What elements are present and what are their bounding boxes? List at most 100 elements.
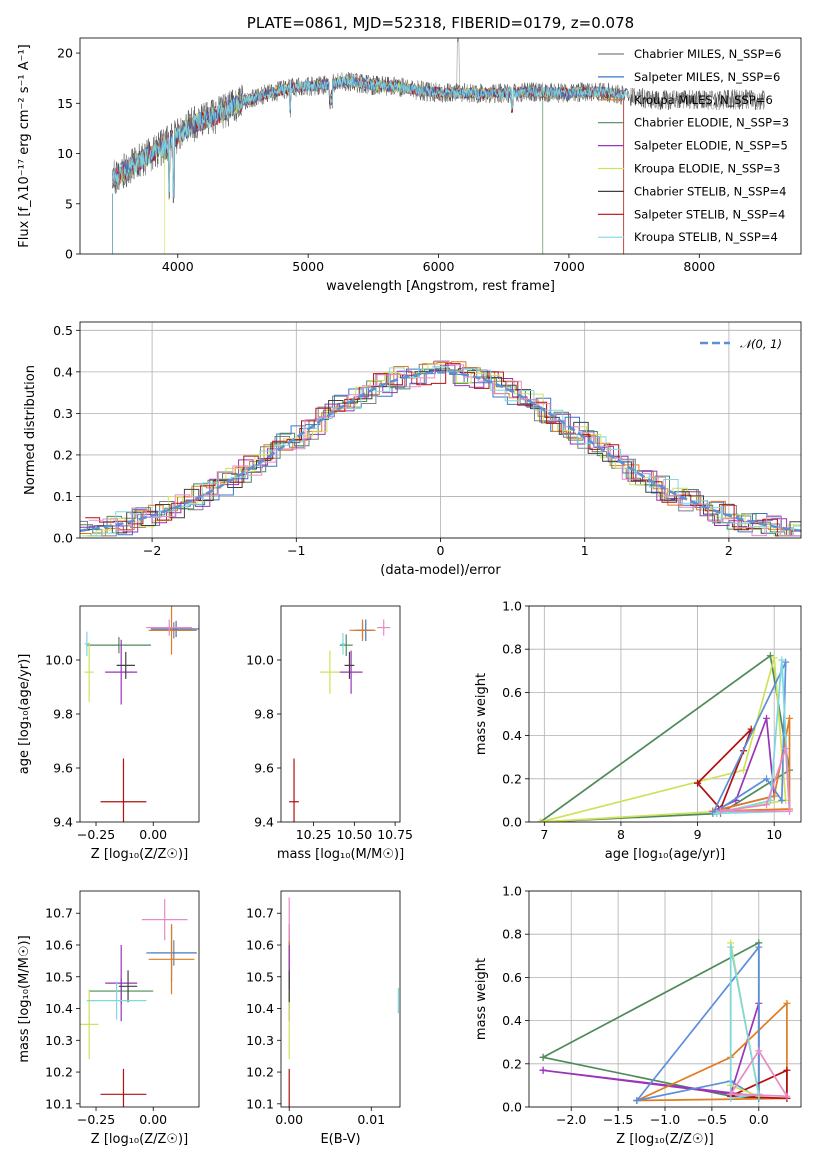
weight-marker-4-1 [770, 792, 778, 800]
weight-series-1 [540, 657, 787, 822]
spectrum-lines [112, 38, 765, 254]
errorbar-point-5 [84, 642, 94, 702]
y-tick-label-3: 0.3 [53, 406, 73, 421]
histogram-9 [88, 360, 801, 537]
chart-title: PLATE=0861, MJD=52318, FIBERID=0179, z=0… [247, 14, 634, 32]
axes-frame [79, 37, 802, 255]
y-tick-label-1: 0.2 [502, 771, 522, 786]
x-axis-label: E(B-V) [320, 1132, 360, 1147]
y-axis-label: mass weight [474, 673, 489, 755]
x-tick-label-1: 8 [617, 827, 625, 842]
x-tick-label-1: −1 [287, 543, 305, 558]
axes-frame [528, 605, 802, 823]
axes-frame [280, 890, 401, 1108]
y-tick-label-1: 9.6 [254, 761, 274, 776]
weight-vs-Z-panel: −2.0 −1.5 −1.0 −0.5 0.0 0.0 0.2 0.4 0.6 0.8 1.0 Z [… [474, 884, 802, 1147]
legend-label-0: Chabrier MILES, N_SSP=6 [634, 47, 781, 61]
errorbar-point-2 [148, 606, 195, 655]
errorbar-point-5 [320, 650, 340, 694]
y-tick-label-4: 0.8 [502, 927, 522, 942]
y-axis-label: Normed distribution [23, 365, 38, 495]
weight-marker-6-2 [755, 1090, 763, 1098]
x-axis-label: Z [log₁₀(Z/Z☉)] [91, 847, 188, 862]
y-tick-label-2: 10 [57, 146, 73, 161]
y-tick-label-3: 15 [57, 96, 73, 111]
weight-marker-3-2 [763, 714, 771, 722]
weight-marker-1-1 [740, 766, 748, 774]
spectrum-series-3 [112, 76, 626, 254]
errorbar-point-6 [344, 651, 355, 679]
weight-marker-3-3 [755, 943, 763, 951]
histogram-1 [80, 367, 796, 536]
y-tick-label-3: 10.4 [246, 1001, 274, 1016]
y-tick-label-0: 9.4 [254, 815, 274, 830]
spectrum-series-7 [112, 76, 626, 254]
weight-series-3 [712, 718, 776, 813]
histogram-2 [80, 361, 798, 537]
errorbar-point-6 [116, 651, 135, 679]
spectrum-legend: Chabrier MILES, N_SSP=6 Salpeter MILES, N… [598, 47, 789, 244]
y-tick-label-3: 10.0 [246, 653, 274, 668]
x-tick-label-1: 0.00 [139, 1112, 167, 1127]
axes-frame [79, 605, 200, 823]
errorbar-point-3 [86, 637, 151, 654]
y-tick-label-5: 10.6 [246, 938, 274, 953]
weight-marker-1-5 [536, 818, 544, 822]
y-tick-label-2: 10.3 [45, 1033, 73, 1048]
weight-series-6 [729, 947, 760, 1100]
y-tick-label-2: 10.3 [246, 1033, 274, 1048]
errorbar-point-2 [148, 924, 195, 995]
y-tick-label-1: 10.2 [45, 1065, 73, 1080]
spectrum-series-4 [112, 75, 625, 254]
axes-frame [79, 321, 802, 539]
spectrum-series-8 [112, 74, 628, 254]
histogram-6 [83, 368, 801, 537]
y-tick-label-1: 0.1 [53, 489, 73, 504]
x-tick-label-1: 10.50 [336, 827, 372, 842]
weight-marker-1-2 [770, 654, 778, 662]
x-tick-label-4: 0.0 [749, 1112, 769, 1127]
legend-label-8: Kroupa STELIB, N_SSP=4 [634, 230, 778, 244]
y-tick-label-4: 0.4 [53, 364, 73, 379]
legend-label-normal: 𝒩(0, 1) [740, 337, 782, 351]
x-tick-label-0: 7 [540, 827, 548, 842]
y-tick-label-6: 10.7 [45, 906, 73, 921]
y-tick-label-1: 5 [65, 196, 73, 211]
errorbar-point-9 [141, 898, 188, 941]
x-tick-label-2: 0 [437, 543, 445, 558]
x-tick-label-4: 2 [725, 543, 733, 558]
y-tick-label-4: 10.5 [246, 969, 274, 984]
weight-marker-3-4 [633, 1097, 641, 1105]
legend-label-3: Chabrier ELODIE, N_SSP=3 [634, 116, 789, 130]
errorbar-point-4 [105, 639, 138, 705]
y-tick-label-4: 20 [57, 46, 73, 61]
mass-vs-EBV-panel: 0.00 0.01 10.1 10.2 10.3 10.4 10.5 10.6 10.7 E(B-… [246, 890, 401, 1147]
residuals-panel: −2 −1 0 1 2 0.0 0.1 0.2 0.3 0.4 0.5 (data-model)/er… [23, 321, 802, 578]
y-axis-label: mass weight [474, 958, 489, 1040]
weight-marker-5-2 [778, 796, 786, 804]
weight-marker-6-2 [778, 656, 786, 664]
spectrum-panel: PLATE=0861, MJD=52318, FIBERID=0179, z=0… [17, 14, 802, 294]
y-tick-label-1: 10.2 [246, 1065, 274, 1080]
y-tick-label-3: 0.6 [502, 970, 522, 985]
weight-marker-5-3 [782, 658, 790, 666]
y-tick-label-1: 0.2 [502, 1056, 522, 1071]
y-tick-label-6: 10.7 [246, 906, 274, 921]
errorbar-point-7 [289, 758, 299, 822]
errorbar-point-8 [341, 633, 345, 655]
errorbar-point-2 [349, 619, 376, 642]
x-tick-label-1: 0.00 [139, 827, 167, 842]
histogram-8 [86, 365, 801, 537]
x-tick-label-4: 8000 [683, 259, 715, 274]
y-tick-label-3: 10.4 [45, 1001, 73, 1016]
y-tick-label-5: 0.5 [53, 323, 73, 338]
weight-marker-2-4 [694, 779, 702, 787]
errorbar-points [80, 898, 197, 1107]
x-tick-label-3: −0.5 [697, 1112, 727, 1127]
x-tick-label-0: 0.00 [275, 1112, 303, 1127]
spectrum-series-2 [112, 75, 626, 254]
mass-vs-Z-panel: −0.25 0.00 10.1 10.2 10.3 10.4 10.5 10.6 10.7 Z [… [17, 890, 200, 1147]
y-tick-label-3: 10.0 [45, 653, 73, 668]
weight-marker-7-2 [783, 1092, 791, 1100]
residual-histograms [80, 360, 801, 537]
